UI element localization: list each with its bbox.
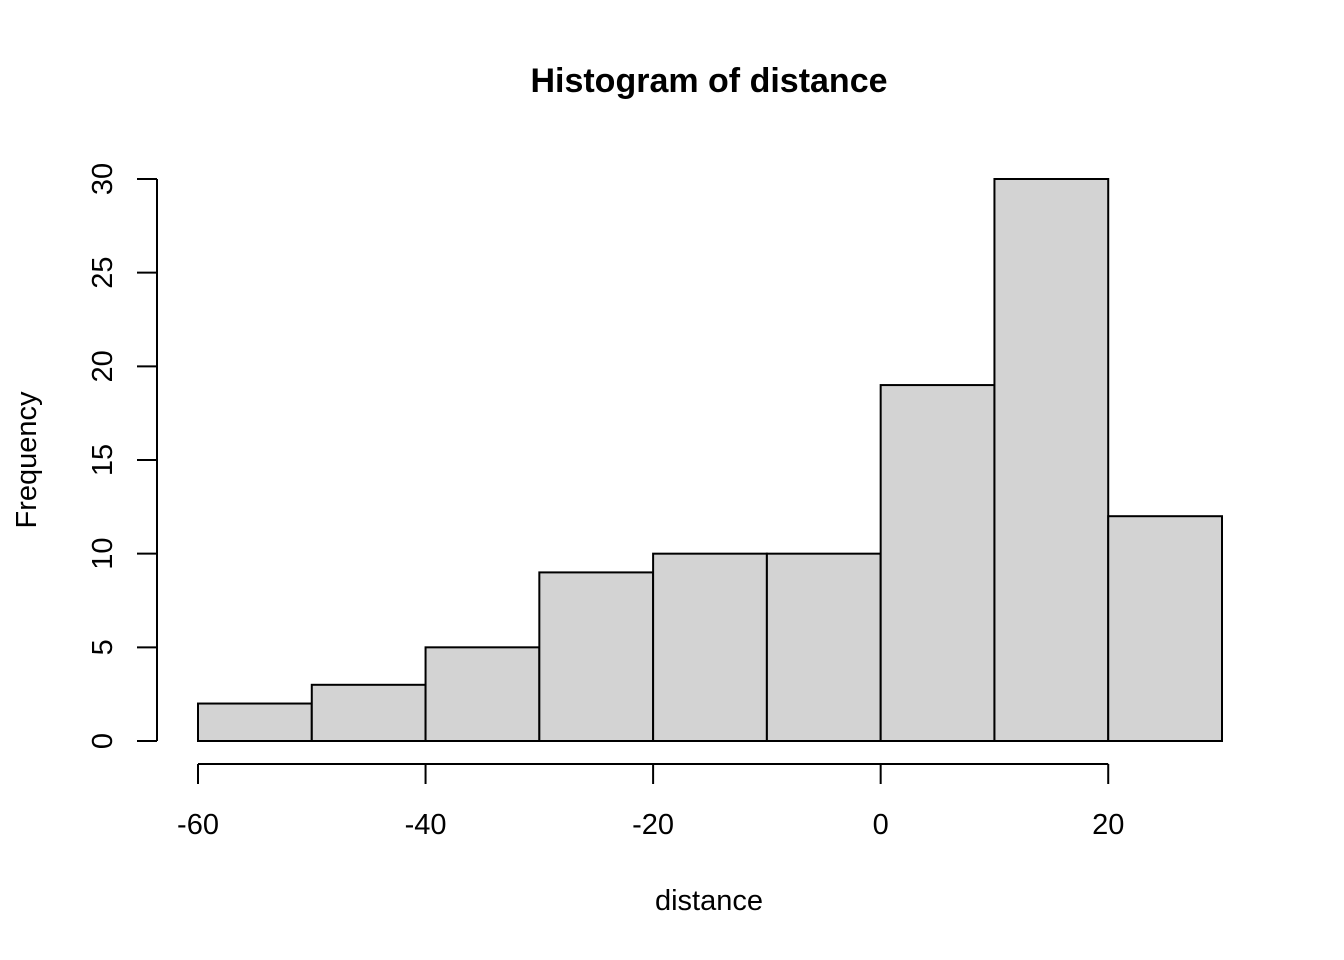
y-axis: 0 5 10 15 20 25 30: [87, 163, 158, 749]
histogram-bar-5: [765, 552, 882, 743]
y-tick-label-4: 20: [87, 350, 119, 382]
x-tick-label-2: -20: [632, 809, 674, 841]
y-tick-label-0: 0: [87, 733, 119, 749]
y-axis-label: Frequency: [11, 391, 43, 529]
y-tick-label-3: 15: [87, 444, 119, 476]
histogram-bar-6: [879, 384, 996, 742]
y-tick-label-6: 30: [87, 163, 119, 195]
x-tick-label-4: 20: [1092, 809, 1124, 841]
x-axis: -60 -40 -20 0 20: [177, 763, 1124, 841]
y-tick-label-2: 10: [87, 538, 119, 570]
histogram-bar-7: [993, 178, 1110, 742]
histogram-bar-4: [652, 552, 768, 743]
histogram-bar-1: [310, 683, 427, 742]
x-tick-label-3: 0: [873, 809, 889, 841]
y-tick-label-5: 25: [87, 257, 119, 289]
histogram-bar-8: [1107, 515, 1223, 743]
chart-title: Histogram of distance: [530, 62, 887, 100]
x-tick-label-0: -60: [177, 809, 219, 841]
x-tick-label-1: -40: [405, 809, 447, 841]
y-tick-label-1: 5: [87, 639, 119, 655]
histogram-bar-3: [538, 571, 655, 743]
histogram-bars: [197, 178, 1223, 743]
x-axis-label: distance: [655, 885, 763, 917]
histogram-bar-2: [424, 646, 541, 742]
histogram-bar-0: [197, 702, 313, 742]
